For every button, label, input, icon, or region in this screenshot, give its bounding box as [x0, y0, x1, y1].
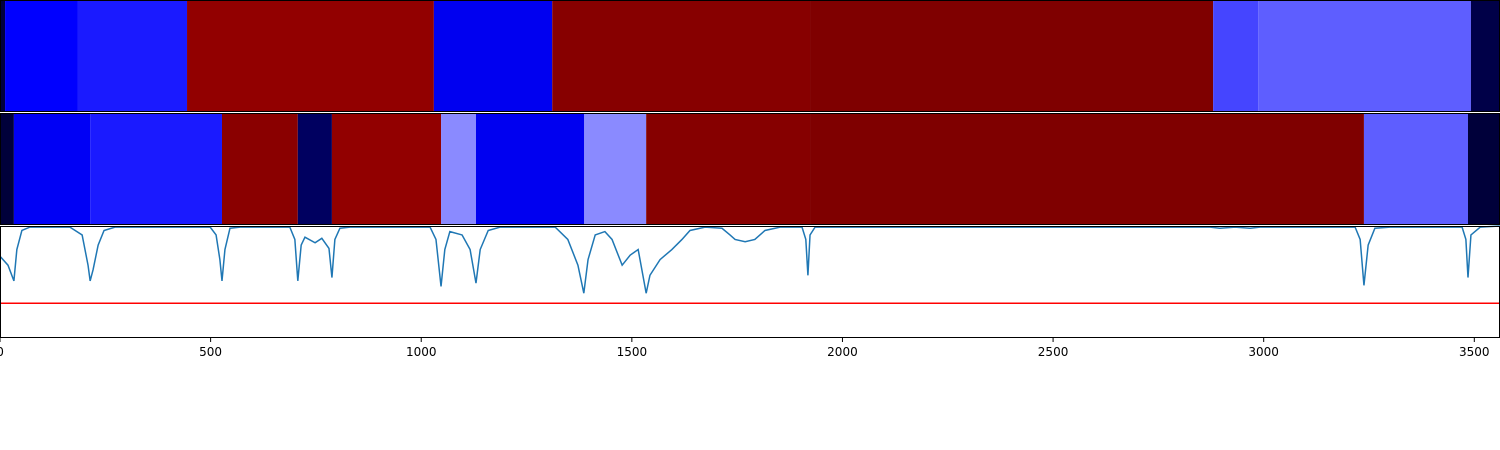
- segment: [221, 113, 298, 225]
- x-tick-label: 2000: [827, 345, 858, 359]
- segment: [646, 113, 811, 225]
- x-tick-label: 0: [0, 345, 4, 359]
- segment: [90, 113, 222, 225]
- segment: [297, 113, 332, 225]
- segment: [5, 0, 78, 112]
- segment: [584, 113, 647, 225]
- segment: [0, 113, 14, 225]
- panel-frame: [0, 226, 1500, 338]
- segment: [810, 0, 1214, 112]
- segment: [187, 0, 434, 112]
- segment: [13, 113, 91, 225]
- x-tick-label: 3500: [1459, 345, 1490, 359]
- segment: [441, 113, 476, 225]
- segment: [1363, 113, 1468, 225]
- series-line: [0, 225, 1500, 294]
- x-tick-label: 2500: [1038, 345, 1069, 359]
- segment: [552, 0, 811, 112]
- segment: [0, 0, 6, 112]
- segment: [1258, 0, 1471, 112]
- x-tick-label: 1500: [617, 345, 648, 359]
- segment: [433, 0, 553, 112]
- x-tick-label: 1000: [406, 345, 437, 359]
- segment: [331, 113, 442, 225]
- segment: [1213, 0, 1259, 112]
- segment: [1467, 113, 1500, 225]
- segment: [475, 113, 585, 225]
- segment: [77, 0, 188, 112]
- segment: [810, 113, 1364, 225]
- segment: [1470, 0, 1500, 112]
- x-tick-label: 500: [199, 345, 222, 359]
- x-tick-label: 3000: [1248, 345, 1279, 359]
